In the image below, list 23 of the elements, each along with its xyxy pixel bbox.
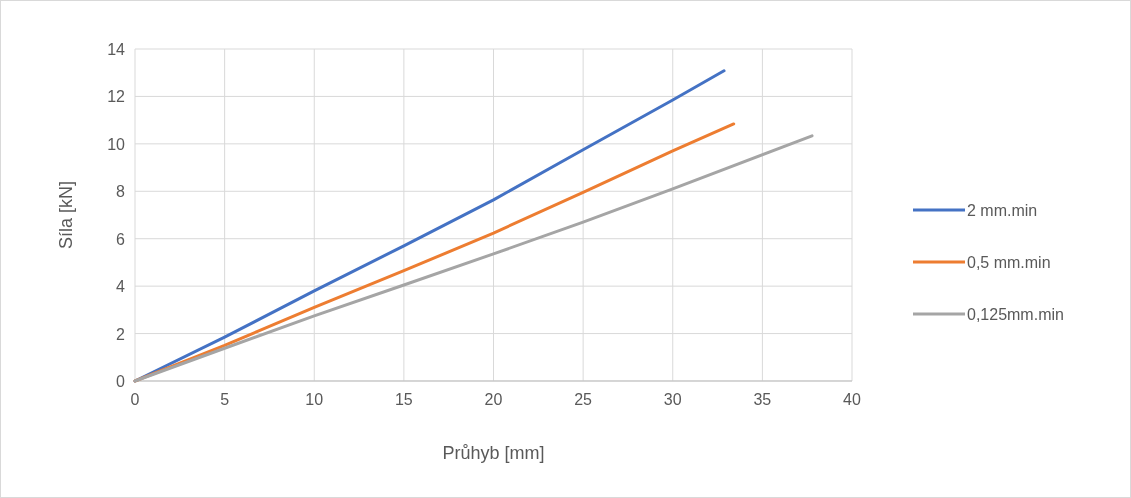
legend-label: 0,125mm.min [967,306,1064,323]
y-tick-label: 0 [116,373,126,390]
y-tick-label: 12 [107,88,126,106]
x-tick-label: 5 [220,391,230,408]
x-tick-label: 20 [484,391,503,408]
x-tick-label: 10 [305,391,324,408]
y-tick-label: 4 [116,278,126,296]
y-tick-label: 10 [107,135,126,153]
legend-label: 2 mm.min [967,202,1038,219]
x-tick-label: 0 [130,391,140,408]
y-tick-label: 14 [107,41,126,58]
x-axis-title: Průhyb [mm] [442,443,545,463]
x-tick-label: 30 [663,391,682,408]
y-tick-label: 6 [116,230,126,248]
y-tick-label: 8 [116,183,126,201]
x-tick-label: 15 [394,391,413,408]
y-tick-label: 2 [116,325,126,343]
line-series [133,134,814,383]
legend-label: 0,5 mm.min [967,254,1051,271]
x-tick-label: 35 [753,391,772,408]
x-tick-label: 25 [574,391,593,408]
y-axis-title: Síla [kN] [56,180,76,250]
x-tick-label: 40 [843,391,861,408]
